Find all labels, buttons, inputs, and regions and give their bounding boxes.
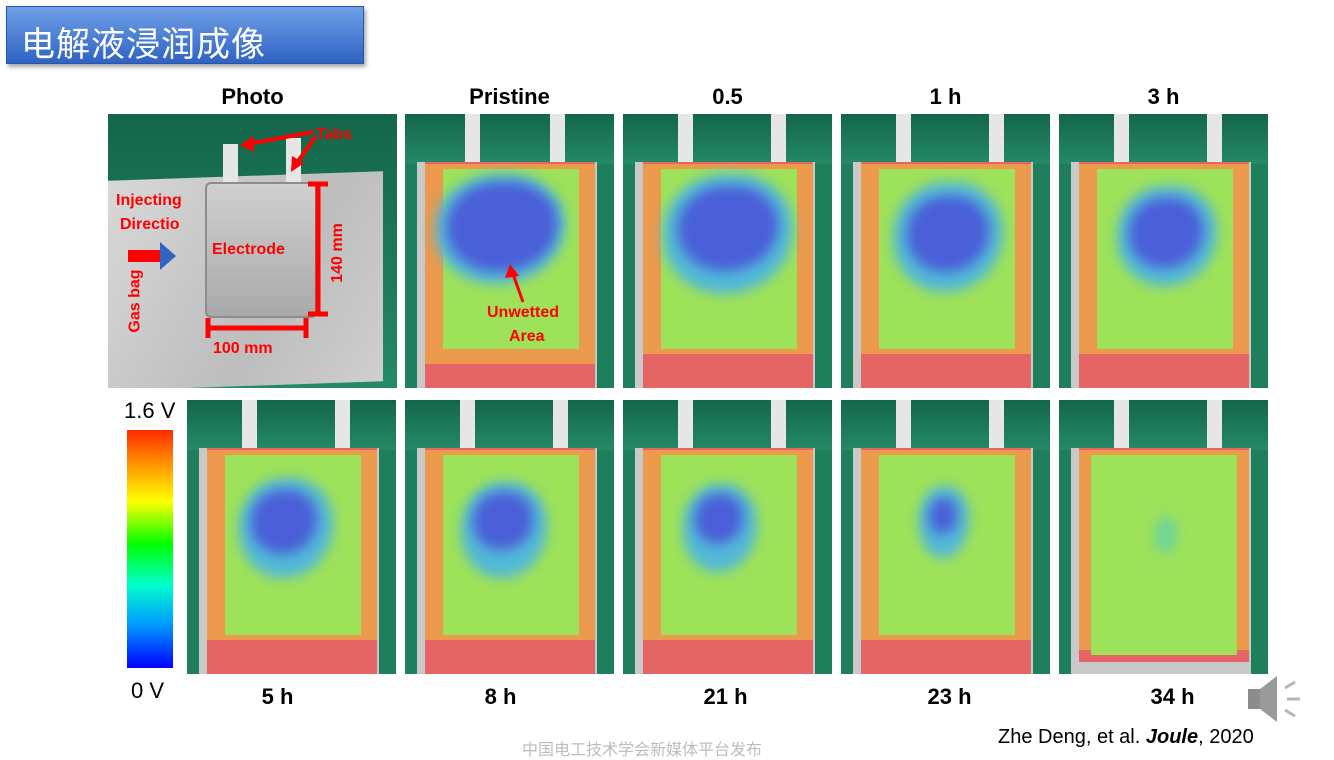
colorbar-max-label: 1.6 V: [124, 398, 176, 423]
photo-label: Photo: [221, 84, 284, 109]
slide-title: 电解液浸润成像: [21, 25, 266, 65]
annotation-injecting: Injecting: [116, 192, 182, 209]
citation-year: , 2020: [1198, 726, 1254, 748]
annotation-width: 100 mm: [213, 340, 273, 357]
panel-label-5h: 5 h: [261, 684, 294, 709]
citation-authors: Zhe Deng, et al.: [998, 726, 1146, 748]
panel-label-21h: 21 h: [703, 684, 748, 709]
citation-journal: Joule: [1145, 726, 1199, 748]
annotation-area: Area: [509, 328, 545, 345]
speaker-icon[interactable]: [1245, 670, 1307, 728]
panel-21h: [623, 400, 832, 674]
annotation-gas-bag: Gas bag: [126, 269, 144, 333]
colorbar: [127, 430, 173, 668]
panel-label-8h: 8 h: [484, 684, 517, 709]
annotation-height: 140 mm: [328, 223, 346, 283]
annotation-unwetted: Unwetted: [487, 304, 559, 321]
panel-label-23h: 23 h: [927, 684, 972, 709]
panel-label-1h: 1 h: [929, 84, 962, 109]
panel-3h: [1059, 114, 1268, 388]
panel-5h: [187, 400, 396, 674]
photo-panel: Tabs Injecting Directio Electrode Gas ba…: [108, 114, 397, 388]
panel-8h: [405, 400, 614, 674]
citation: Zhe Deng, et al. Joule, 2020: [998, 726, 1254, 749]
panel-34h: [1059, 400, 1268, 674]
panel-1h: [841, 114, 1050, 388]
panel-23h: [841, 400, 1050, 674]
panel-0-5h: [623, 114, 832, 388]
annotation-tabs: Tabs: [316, 126, 353, 143]
panel-label-3h: 3 h: [1147, 84, 1180, 109]
watermark: 中国电工技术学会新媒体平台发布: [522, 740, 763, 759]
panel-pristine: Unwetted Area: [405, 114, 614, 388]
annotation-electrode: Electrode: [212, 241, 285, 258]
panel-label-0-5: 0.5: [712, 84, 743, 109]
colorbar-min-label: 0 V: [131, 678, 165, 703]
panel-label-pristine: Pristine: [469, 84, 550, 109]
panel-label-34h: 34 h: [1150, 684, 1195, 709]
slide-title-box: 电解液浸润成像: [6, 6, 364, 65]
annotation-direction: Directio: [120, 216, 180, 233]
